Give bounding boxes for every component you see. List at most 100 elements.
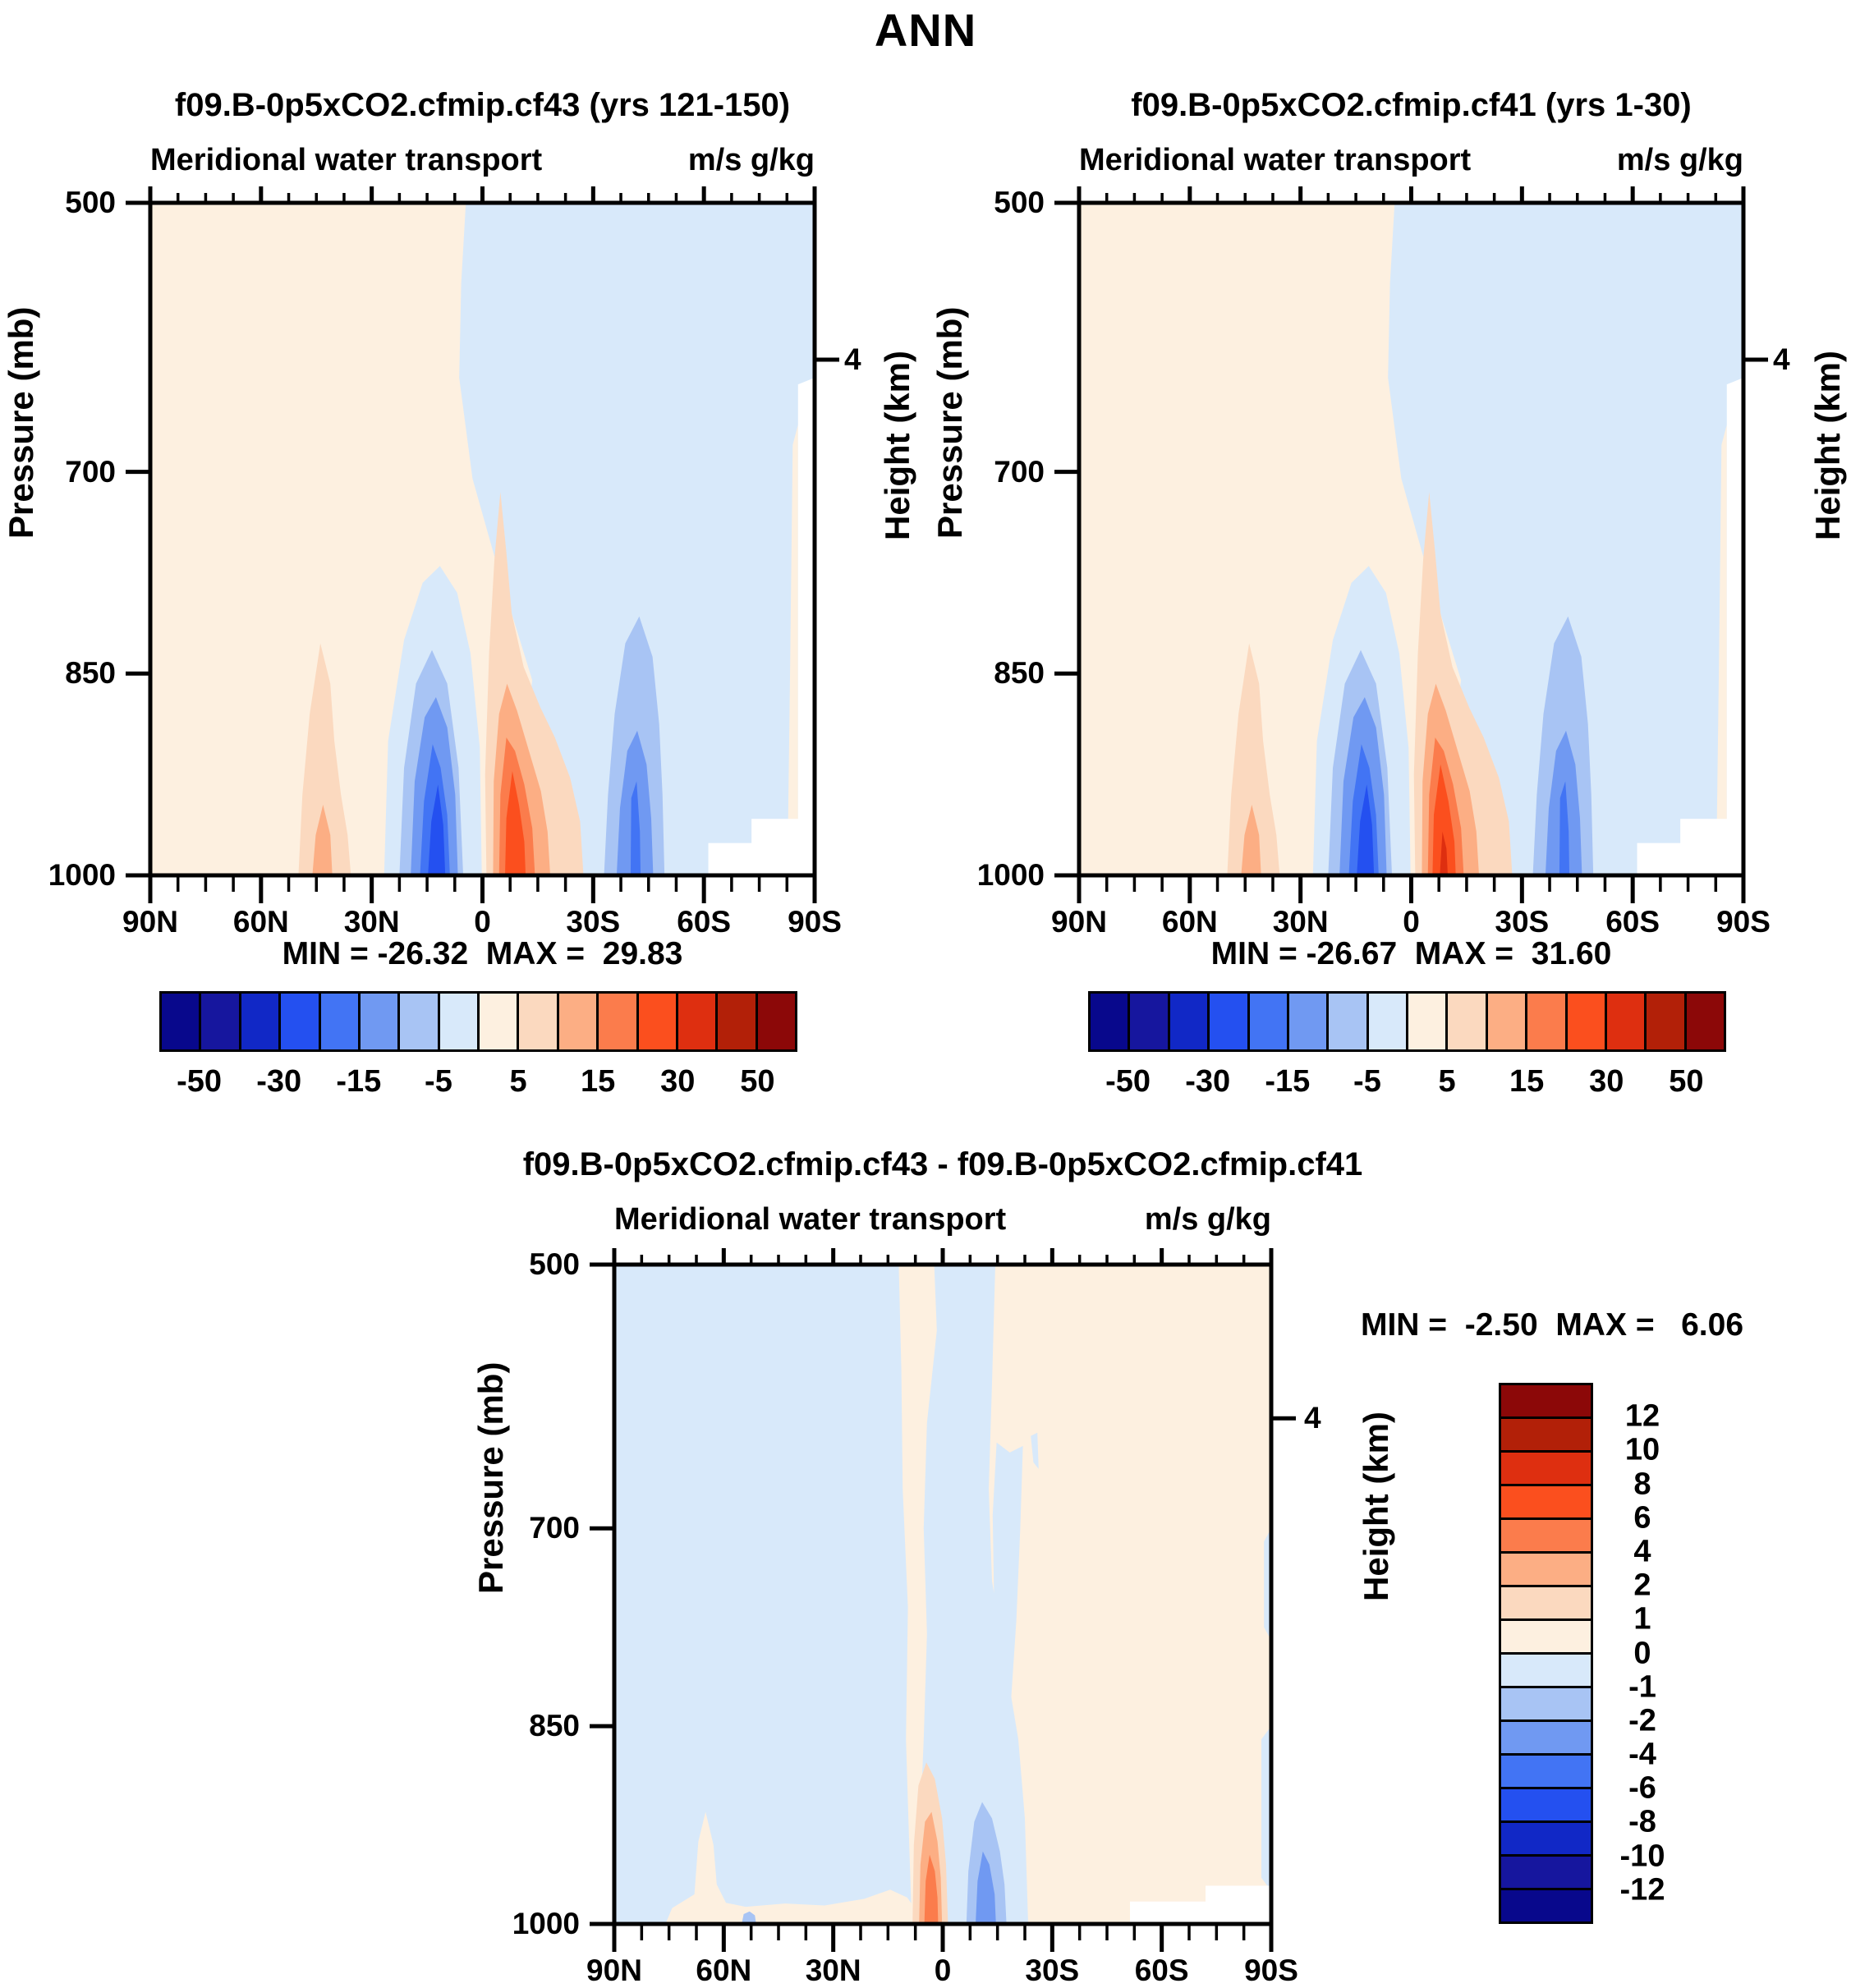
- major-ticks: [1054, 186, 1768, 903]
- panel-left-subtitle: Meridional water transport m/s g/kg: [150, 143, 815, 178]
- minmax-left: MIN = -26.32 MAX = 29.83: [282, 936, 683, 971]
- sh-negative-core: [976, 1851, 996, 1924]
- colorbar-cell: [1088, 991, 1131, 1052]
- colorbar-tick-label: 8: [1633, 1467, 1651, 1502]
- x-tick-label: 30S: [566, 905, 621, 939]
- units-label: m/s g/kg: [1616, 143, 1743, 177]
- colorbar-tick-label: 12: [1624, 1398, 1660, 1434]
- x-tick-label: 60S: [677, 905, 732, 939]
- units-label: m/s g/kg: [1144, 1202, 1271, 1237]
- colorbar-tick-label: 50: [740, 1064, 775, 1099]
- colorbar-cell: [1406, 991, 1449, 1052]
- colorbar-tick-label: -4: [1628, 1737, 1656, 1772]
- x-tick-label: 90N: [586, 1954, 642, 1987]
- equatorial-positive-core: [924, 1854, 939, 1924]
- colorbar-labels-left: -50 -30 -15 -5 5 15 30 50: [159, 1064, 797, 1099]
- colorbar-cell: [1499, 1652, 1593, 1688]
- x-tick-label: 30N: [343, 905, 400, 939]
- colorbar-cell: [278, 991, 321, 1052]
- x-tick-label: 0: [1403, 905, 1420, 939]
- y-tick-label: 500: [994, 186, 1045, 219]
- pressure-tick-labels-diff: 500 700 850 1000: [409, 1247, 580, 1940]
- polar-edge-negative-sliver: [1261, 1726, 1271, 1891]
- sh-midlat-negative-streak: [630, 781, 641, 875]
- x-tick-label: 60S: [1134, 1954, 1189, 1987]
- colorbar-cell: [1499, 1820, 1593, 1857]
- x-tick-label: 0: [474, 905, 491, 939]
- plot-border: [1077, 200, 1746, 878]
- colorbar-diff: [1499, 1383, 1593, 1924]
- x-tick-label: 60S: [1605, 905, 1660, 939]
- sh-positive-core: [505, 771, 526, 875]
- panel-left-title: f09.B-0p5xCO2.cfmip.cf43 (yrs 121-150): [174, 87, 791, 123]
- panel-right-title: f09.B-0p5xCO2.cfmip.cf41 (yrs 1-30): [1131, 87, 1692, 123]
- colorbar-tick-label: 15: [581, 1064, 616, 1099]
- y-tick-label: 850: [994, 656, 1045, 691]
- colorbar-tick-label: -50: [1105, 1064, 1151, 1099]
- colorbar-cell: [1128, 991, 1170, 1052]
- x-tick-label: 90S: [1716, 905, 1771, 939]
- nh-surface-positive-strip: [665, 1811, 920, 1924]
- field-variable-label: Meridional water transport: [1079, 143, 1472, 177]
- colorbar-cell: [1326, 991, 1369, 1052]
- colorbar-tick-label: 0: [1633, 1636, 1651, 1670]
- nh-surface-negative-blob: [742, 1911, 756, 1924]
- page-title: ANN: [874, 4, 977, 56]
- y-tick-label: 500: [529, 1247, 580, 1281]
- colorbar-cell: [1499, 1719, 1593, 1756]
- colorbar-cell: [1499, 1450, 1593, 1486]
- panel-diff-title: f09.B-0p5xCO2.cfmip.cf43 - f09.B-0p5xCO2…: [522, 1146, 1363, 1182]
- colorbar-cell: [675, 991, 719, 1052]
- colorbar-cell: [1499, 1551, 1593, 1587]
- colorbar-tick-label: 10: [1624, 1432, 1660, 1467]
- colorbar-tick-label: 1: [1633, 1601, 1651, 1637]
- colorbar-tick-label: -8: [1628, 1804, 1656, 1839]
- pressure-tick-labels-left: 500 700 850 1000: [0, 186, 116, 892]
- nh-midlat-positive: [298, 643, 351, 875]
- colorbar-tick-label: -12: [1619, 1872, 1665, 1908]
- colorbar-labels-diff: 12 10 8 6 4 2 1 0 -1 -2 -4 -6 -8 -10 -12: [1593, 1383, 1692, 1924]
- colorbar-cell: [1499, 1618, 1593, 1655]
- latitude-tick-labels-right: 90N 60N 30N 0 30S 60S 90S: [1051, 905, 1771, 939]
- colorbar-cell: [1445, 991, 1488, 1052]
- latitude-tick-labels-left: 90N 60N 30N 0 30S 60S 90S: [122, 905, 842, 939]
- topography-mask: [1726, 377, 1743, 875]
- minmax-diff: MIN = -2.50 MAX = 6.06: [1360, 1307, 1744, 1343]
- colorbar-cell: [1499, 1416, 1593, 1453]
- polar-edge-positive-sliver: [1716, 425, 1727, 875]
- x-tick-label: 60N: [696, 1954, 752, 1987]
- sh-midlat-negative-streak: [1559, 781, 1570, 875]
- contour-plot-diff: [590, 1248, 1296, 1952]
- x-tick-label: 60N: [1161, 905, 1218, 939]
- colorbar-tick-label: -1: [1628, 1669, 1656, 1705]
- colorbar-cell: [1499, 1686, 1593, 1722]
- colorbar-tick-label: 2: [1633, 1568, 1651, 1603]
- y-tick-label: 850: [65, 656, 116, 691]
- background-negative-sh: [459, 203, 815, 875]
- y-tick-label: 700: [529, 1511, 580, 1545]
- contour-field-left: [150, 203, 815, 875]
- colorbar-tick-label: 50: [1669, 1064, 1704, 1099]
- pressure-tick-labels-right: 500 700 850 1000: [929, 186, 1045, 892]
- contour-plot-left: [126, 186, 839, 903]
- minor-ticks: [640, 1255, 1246, 1940]
- colorbar-cell: [1499, 1753, 1593, 1789]
- contour-plot-right: [1054, 186, 1768, 903]
- colorbar-cell: [199, 991, 241, 1052]
- x-tick-label: 0: [934, 1954, 952, 1987]
- colorbar-tick-label: -2: [1628, 1703, 1656, 1738]
- colorbar-cell: [596, 991, 639, 1052]
- x-tick-label: 90S: [1244, 1954, 1298, 1987]
- axes-frame-left: [126, 186, 839, 903]
- colorbar-cell: [1499, 1383, 1593, 1419]
- colorbar-tick-label: -30: [256, 1064, 302, 1099]
- colorbar-cell: [397, 991, 440, 1052]
- nh-midlat-positive: [1227, 643, 1280, 875]
- colorbar-left: [159, 991, 797, 1052]
- colorbar-cell: [1644, 991, 1687, 1052]
- x-tick-label: 60N: [232, 905, 289, 939]
- contour-field-diff: [614, 1265, 1271, 1924]
- minmax-right: MIN = -26.67 MAX = 31.60: [1210, 936, 1612, 971]
- x-tick-label: 30N: [805, 1954, 861, 1987]
- positive-region-blue-notch: [1031, 1432, 1039, 1469]
